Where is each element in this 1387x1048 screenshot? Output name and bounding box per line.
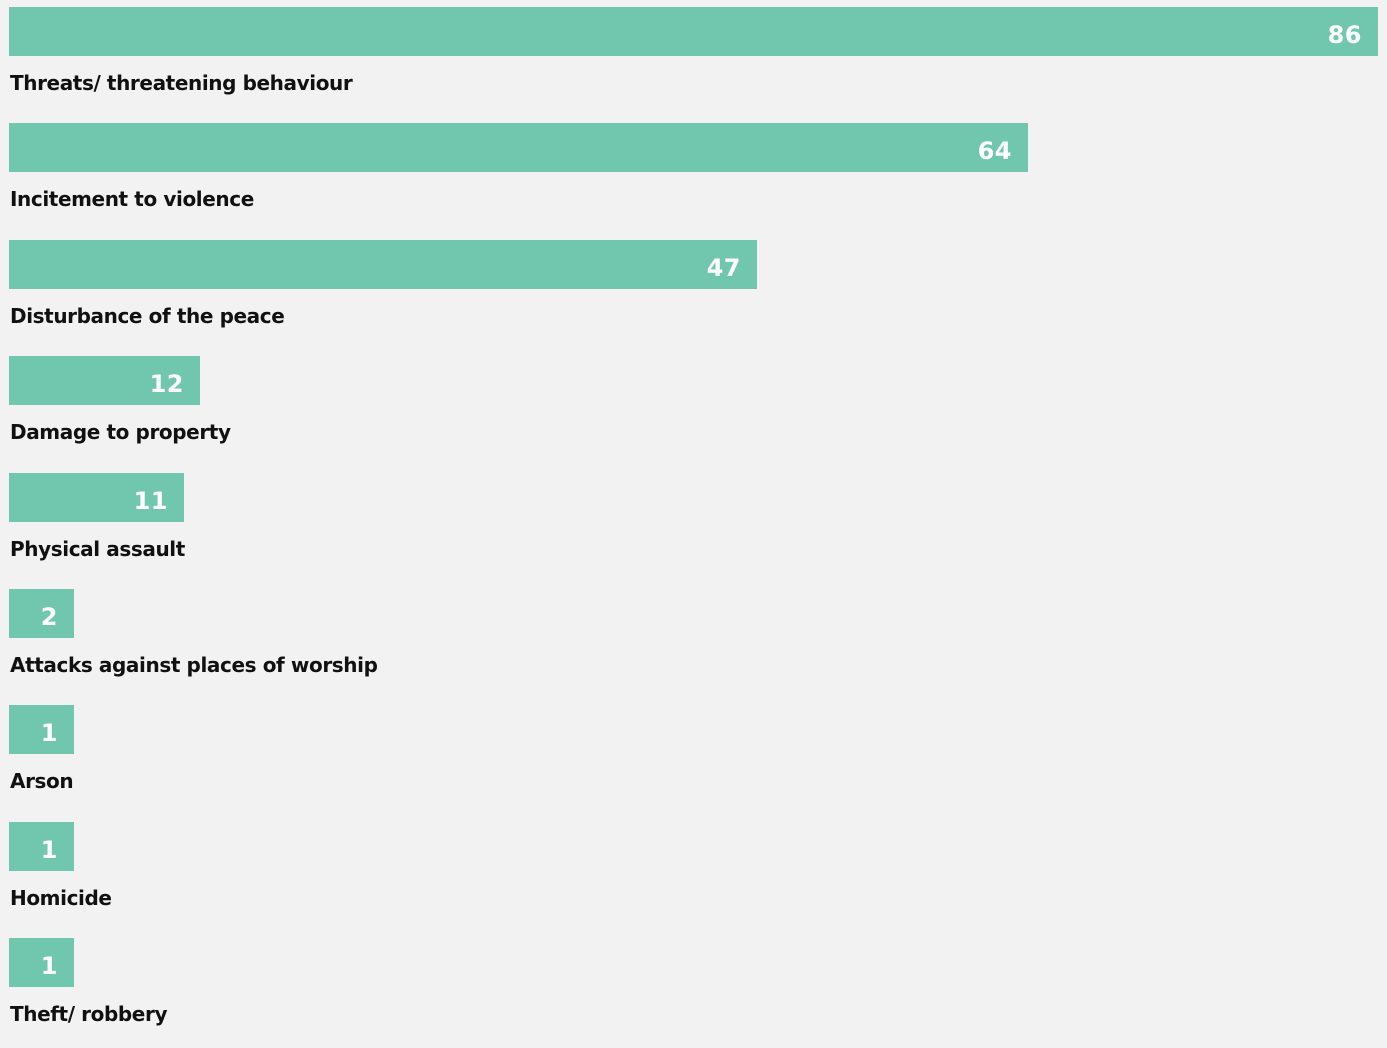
bar: 1 (9, 938, 74, 987)
bar: 64 (9, 123, 1028, 172)
bar-value-label: 1 (40, 719, 58, 747)
bar-row: 64 Incitement to violence (9, 123, 1378, 233)
bar-row: 47 Disturbance of the peace (9, 240, 1378, 350)
bar-row: 86 Threats/ threatening behaviour (9, 7, 1378, 117)
category-label: Arson (10, 769, 74, 793)
category-label: Physical assault (10, 537, 185, 561)
bar: 86 (9, 7, 1378, 56)
bar: 1 (9, 822, 74, 871)
category-label: Incitement to violence (10, 187, 254, 211)
category-label: Disturbance of the peace (10, 304, 285, 328)
bar-row: 12 Damage to property (9, 356, 1378, 466)
bar-value-label: 11 (133, 487, 168, 515)
bar: 2 (9, 589, 74, 638)
bar-row: 11 Physical assault (9, 473, 1378, 583)
category-label: Attacks against places of worship (10, 653, 378, 677)
bar-row: 2 Attacks against places of worship (9, 589, 1378, 699)
bar: 12 (9, 356, 200, 405)
bar-value-label: 47 (706, 254, 741, 282)
category-label: Threats/ threatening behaviour (10, 71, 353, 95)
bar: 47 (9, 240, 757, 289)
category-label: Homicide (10, 886, 112, 910)
bar-row: 1 Homicide (9, 822, 1378, 932)
category-label: Damage to property (10, 420, 231, 444)
bar: 11 (9, 473, 184, 522)
bar-value-label: 12 (149, 370, 184, 398)
bar-value-label: 1 (40, 836, 58, 864)
bar-value-label: 1 (40, 952, 58, 980)
bar-row: 1 Theft/ robbery (9, 938, 1378, 1048)
bar-row: 1 Arson (9, 705, 1378, 815)
bar-value-label: 2 (40, 603, 58, 631)
bar-value-label: 64 (977, 137, 1012, 165)
bar: 1 (9, 705, 74, 754)
bar-value-label: 86 (1327, 21, 1362, 49)
category-label: Theft/ robbery (10, 1002, 168, 1026)
